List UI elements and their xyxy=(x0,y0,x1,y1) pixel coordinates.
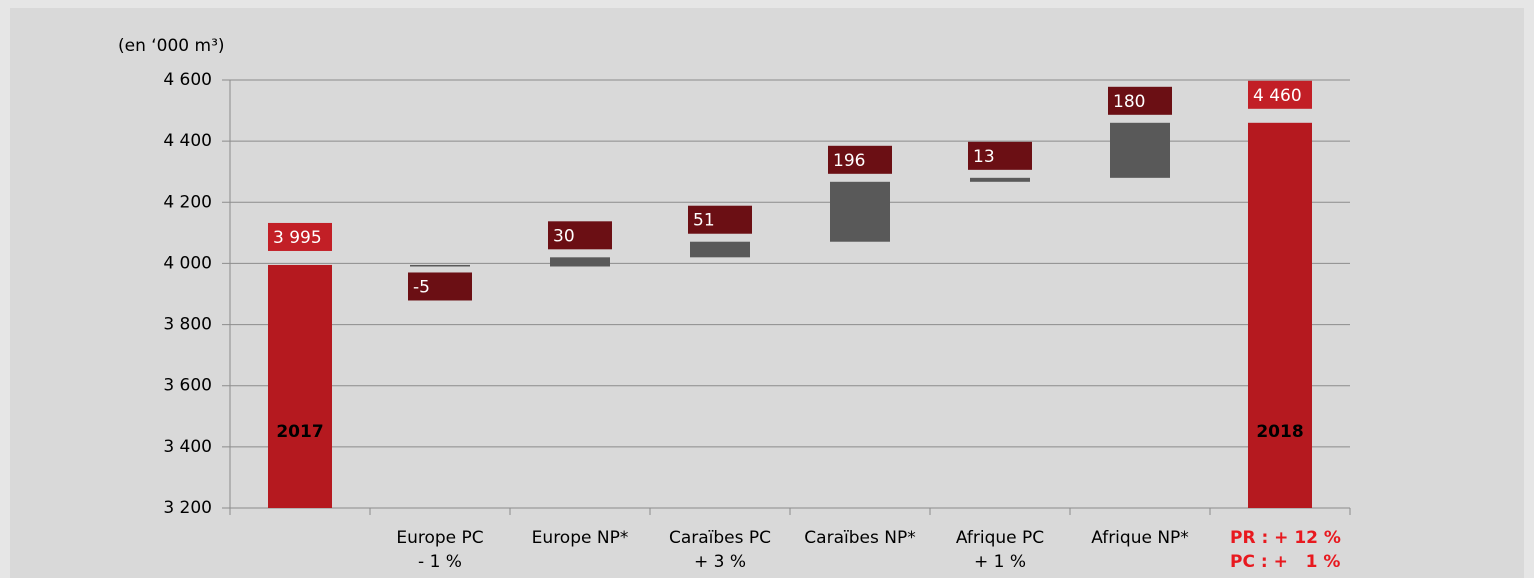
value-label-box xyxy=(268,222,332,251)
delta-bar xyxy=(830,181,890,242)
x-tick-label: Europe NP* xyxy=(532,528,629,548)
y-tick-label: 4 000 xyxy=(163,253,212,273)
unit-label: (en ‘000 m³) xyxy=(118,36,225,56)
value-label: 13 xyxy=(973,147,995,167)
value-label-box xyxy=(688,205,752,234)
y-tick-label: 4 600 xyxy=(163,70,212,90)
delta-bar xyxy=(550,257,610,267)
x-tick-label: Caraïbes NP* xyxy=(804,528,915,548)
x-tick-sublabel: - 1 % xyxy=(418,552,462,572)
y-tick-label: 3 200 xyxy=(163,498,212,518)
value-label: -5 xyxy=(413,277,430,297)
x-tick-sublabel: + 3 % xyxy=(694,552,746,572)
value-label-box xyxy=(548,221,612,250)
total-bar xyxy=(1248,122,1312,509)
x-tick-label: Afrique PC xyxy=(956,528,1044,548)
delta-bar xyxy=(690,241,750,258)
delta-bar xyxy=(410,264,470,267)
value-label: 30 xyxy=(553,226,575,246)
y-tick-label: 3 600 xyxy=(163,376,212,396)
x-tick-sublabel: + 1 % xyxy=(974,552,1026,572)
summary-note: PR : + 12 % xyxy=(1230,528,1341,548)
bar-label: 2017 xyxy=(276,422,323,442)
summary-note: PC : + 1 % xyxy=(1230,552,1340,572)
y-tick-label: 4 400 xyxy=(163,131,212,151)
value-label-box xyxy=(968,141,1032,170)
bar-label: 2018 xyxy=(1256,422,1303,442)
x-tick-label: Caraïbes PC xyxy=(669,528,771,548)
value-label: 51 xyxy=(693,211,715,231)
y-tick-label: 3 400 xyxy=(163,437,212,457)
value-label-box xyxy=(828,145,892,174)
value-label: 180 xyxy=(1113,92,1145,112)
value-label-box xyxy=(1108,86,1172,115)
x-tick-label: Europe PC xyxy=(396,528,483,548)
total-bar xyxy=(268,264,332,508)
value-label-box xyxy=(408,272,472,301)
value-label: 196 xyxy=(833,151,865,171)
value-label: 4 460 xyxy=(1253,86,1302,106)
y-tick-label: 3 800 xyxy=(163,315,212,335)
value-label: 3 995 xyxy=(273,228,322,248)
x-tick-label: Afrique NP* xyxy=(1091,528,1189,548)
delta-bar xyxy=(970,177,1030,182)
y-tick-label: 4 200 xyxy=(163,192,212,212)
value-label-box xyxy=(1248,80,1312,109)
delta-bar xyxy=(1110,122,1170,178)
